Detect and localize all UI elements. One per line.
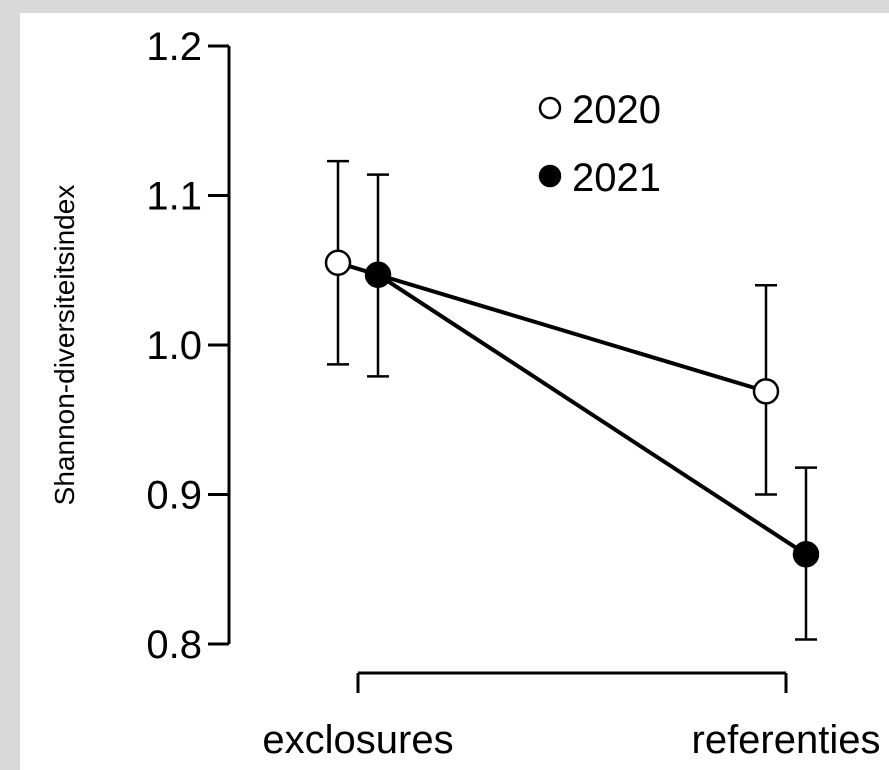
- x-tick-label: referenties: [692, 718, 881, 762]
- legend-marker: [538, 96, 562, 120]
- labels: 0.8 0.9 1.0 1.1 1.2 Shannon-diversiteitsindex…: [49, 25, 880, 762]
- data-point: [752, 378, 780, 405]
- legend: 2020 2021: [538, 88, 661, 200]
- y-tick-label: 1.1: [146, 175, 202, 219]
- data-point: [792, 541, 820, 568]
- legend-marker: [538, 164, 562, 188]
- x-tick-label: exclosures: [262, 718, 453, 762]
- y-tick-label: 1.0: [146, 324, 202, 368]
- chart: 0.8 0.9 1.0 1.1 1.2 Shannon-diversiteitsindex…: [49, 25, 880, 762]
- y-tick-label: 0.8: [146, 623, 202, 667]
- series-line-2021: [376, 273, 808, 556]
- data-point: [324, 249, 352, 277]
- y-tick-label: 0.9: [146, 474, 202, 518]
- data-points: [324, 249, 820, 568]
- legend-label: 2020: [572, 88, 661, 132]
- axes: [208, 44, 788, 693]
- series-lines: [337, 260, 808, 556]
- y-axis-label: Shannon-diversiteitsindex: [49, 185, 80, 506]
- legend-label: 2021: [572, 156, 661, 200]
- chart-canvas: 0.8 0.9 1.0 1.1 1.2 Shannon-diversiteitsindex…: [20, 13, 889, 770]
- y-tick-label: 1.2: [146, 25, 202, 69]
- series-line-2020: [337, 260, 767, 394]
- data-point: [364, 261, 392, 288]
